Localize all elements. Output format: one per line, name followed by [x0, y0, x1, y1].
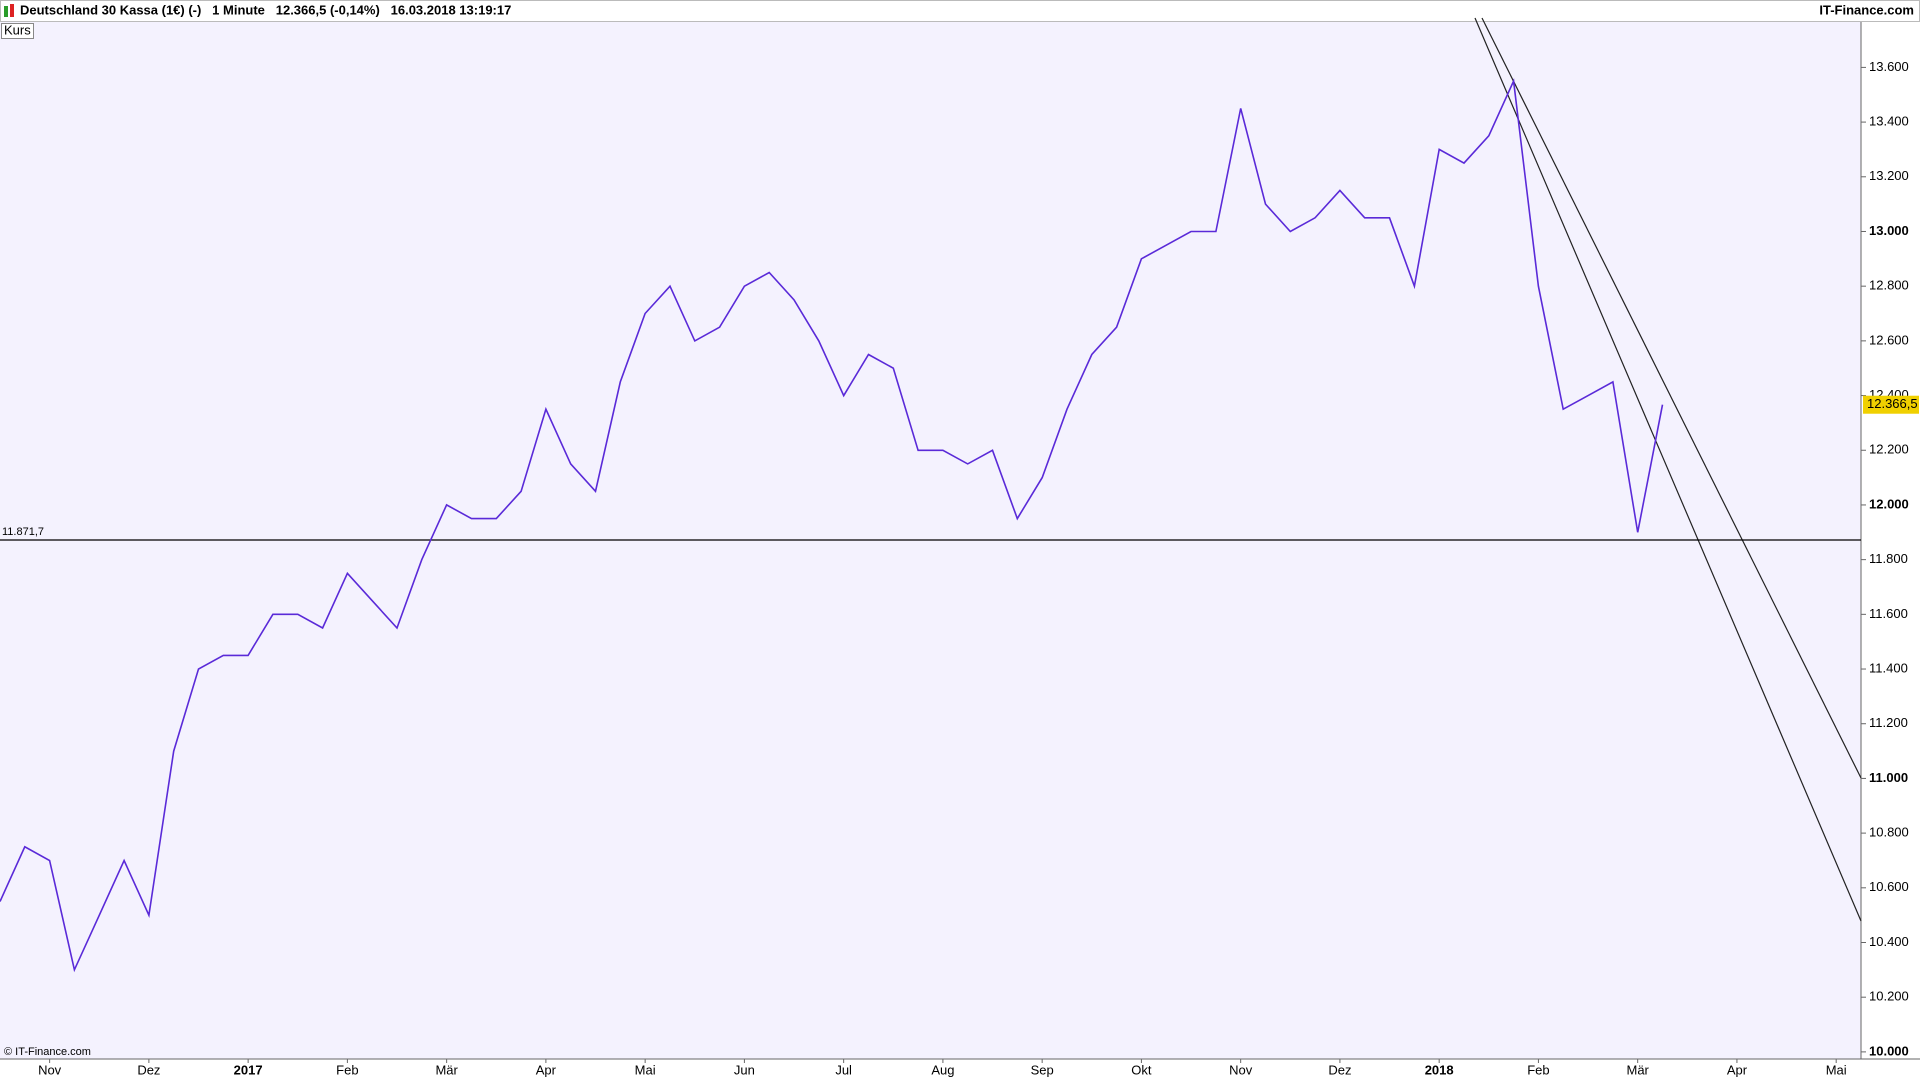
copyright: © IT-Finance.com: [4, 1046, 91, 1058]
y-tick-label: 12.000: [1869, 496, 1909, 511]
y-tick-label: 13.400: [1869, 114, 1909, 129]
y-tick-label: 12.200: [1869, 442, 1909, 457]
chart-title: Deutschland 30 Kassa (1€) (-) 1 Minute 1…: [20, 2, 511, 17]
x-tick-label: 2017: [234, 1062, 263, 1077]
last-price-label: 12.366,5: [1867, 396, 1918, 411]
horizontal-line-label: 11.871,7: [2, 526, 44, 538]
y-tick-label: 11.200: [1869, 715, 1908, 730]
x-tick-label: Feb: [336, 1062, 358, 1077]
y-tick-label: 10.000: [1869, 1043, 1909, 1058]
x-tick-label: Nov: [38, 1062, 62, 1077]
y-tick-label: 10.800: [1869, 825, 1909, 840]
y-tick-label: 13.000: [1869, 223, 1909, 238]
price-line: [0, 78, 1664, 973]
x-tick-label: Dez: [137, 1062, 160, 1077]
x-tick-label: Mai: [1826, 1062, 1847, 1077]
last-price-box: [1863, 395, 1919, 414]
trend-line: [1481, 17, 1862, 779]
y-tick-label: 12.800: [1869, 278, 1909, 293]
x-tick-label: Sep: [1031, 1062, 1054, 1077]
x-tick-label: Apr: [1727, 1062, 1748, 1077]
x-tick-label: Mär: [1626, 1062, 1649, 1077]
y-tick-label: 10.400: [1869, 934, 1909, 949]
source: IT-Finance.com: [1819, 2, 1914, 17]
y-tick-label: 12.600: [1869, 332, 1909, 347]
x-tick-label: Mär: [435, 1062, 458, 1077]
icon: [4, 6, 8, 17]
legend-box: [1, 23, 34, 39]
y-tick-label: 11.800: [1869, 551, 1908, 566]
x-tick-label: Aug: [931, 1062, 954, 1077]
y-tick-label: 11.400: [1869, 660, 1908, 675]
y-tick-label: 11.600: [1869, 606, 1908, 621]
x-tick-label: Okt: [1131, 1062, 1152, 1077]
x-tick-label: Apr: [536, 1062, 557, 1077]
x-tick-label: Jul: [835, 1062, 852, 1077]
legend-entry: Kurs: [4, 22, 31, 37]
y-tick-label: 13.600: [1869, 59, 1909, 74]
y-tick-label: 11.000: [1869, 770, 1908, 785]
y-tick-label: 13.200: [1869, 168, 1909, 183]
x-tick-label: Dez: [1328, 1062, 1351, 1077]
x-tick-label: Nov: [1229, 1062, 1253, 1077]
y-tick-label: 10.600: [1869, 879, 1909, 894]
x-tick-label: Feb: [1527, 1062, 1549, 1077]
x-tick-label: Mai: [635, 1062, 656, 1077]
icon: [10, 4, 14, 17]
trend-line: [1474, 17, 1862, 922]
y-tick-label: 10.200: [1869, 989, 1909, 1004]
x-tick-label: 2018: [1425, 1062, 1454, 1077]
x-tick-label: Jun: [734, 1062, 755, 1077]
